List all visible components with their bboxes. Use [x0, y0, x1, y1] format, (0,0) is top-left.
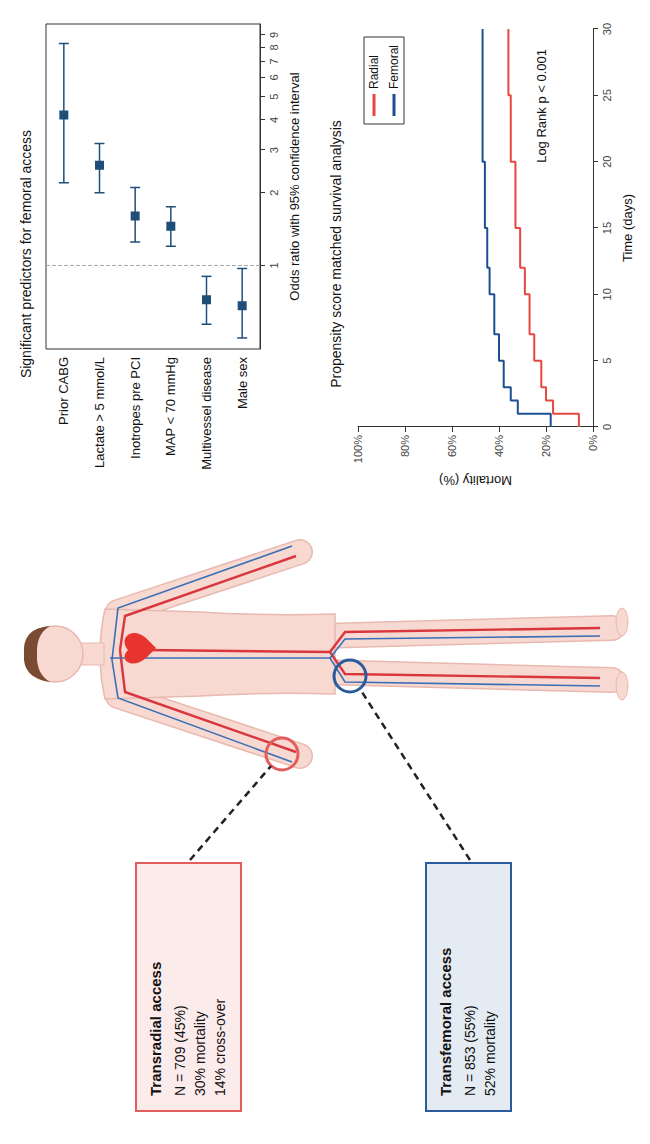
svg-text:60%: 60%	[446, 435, 458, 457]
svg-text:80%: 80%	[399, 435, 411, 457]
svg-text:Time (days): Time (days)	[620, 194, 635, 262]
svg-text:20: 20	[601, 156, 613, 168]
svg-text:Male sex: Male sex	[235, 357, 250, 410]
svg-text:0%: 0%	[587, 435, 599, 451]
svg-text:Propensity score matched survi: Propensity score matched survival analys…	[328, 120, 344, 388]
svg-text:Lactate > 5 mmol/L: Lactate > 5 mmol/L	[92, 357, 107, 468]
html-text:N = 709 (45%): N = 709 (45%)	[172, 1005, 188, 1096]
svg-text:5: 5	[268, 94, 280, 100]
svg-text:Inotropes pre PCI: Inotropes pre PCI	[128, 357, 143, 459]
html-text:Transradial access: Transradial access	[147, 961, 164, 1096]
svg-text:Mortality (%): Mortality (%)	[439, 473, 512, 488]
svg-text:Femoral: Femoral	[387, 45, 401, 89]
svg-text:10: 10	[601, 288, 613, 300]
svg-text:30: 30	[601, 23, 613, 35]
svg-text:25: 25	[601, 89, 613, 101]
svg-text:15: 15	[601, 222, 613, 234]
svg-text:9: 9	[268, 32, 280, 38]
svg-text:40%: 40%	[493, 435, 505, 457]
svg-text:Prior CABG: Prior CABG	[56, 357, 71, 425]
svg-text:4: 4	[268, 117, 280, 123]
svg-text:Significant predictors for fem: Significant predictors for femoral acces…	[18, 130, 34, 378]
svg-text:2: 2	[268, 190, 280, 196]
html-text:14% cross-over: 14% cross-over	[212, 998, 228, 1096]
html-text:Transfemoral access: Transfemoral access	[437, 947, 454, 1096]
svg-text:Log Rank p < 0.001: Log Rank p < 0.001	[534, 49, 549, 163]
svg-text:5: 5	[601, 358, 613, 364]
svg-text:20%: 20%	[540, 435, 552, 457]
svg-text:7: 7	[268, 58, 280, 64]
svg-text:Multivessel disease: Multivessel disease	[199, 357, 214, 470]
svg-text:Odds ratio with 95% confidence: Odds ratio with 95% confidence interval	[287, 72, 302, 300]
svg-text:100%: 100%	[352, 435, 364, 463]
svg-text:8: 8	[268, 44, 280, 50]
svg-text:3: 3	[268, 147, 280, 153]
svg-text:6: 6	[268, 74, 280, 80]
svg-text:MAP < 70 mmHg: MAP < 70 mmHg	[163, 357, 178, 456]
svg-text:0: 0	[601, 424, 613, 430]
svg-text:Radial: Radial	[367, 55, 381, 89]
html-text:30% mortality: 30% mortality	[192, 1011, 208, 1096]
html-text:52% mortality: 52% mortality	[482, 1011, 498, 1096]
html-text:N = 853 (55%): N = 853 (55%)	[462, 1005, 478, 1096]
svg-text:1: 1	[268, 262, 280, 268]
